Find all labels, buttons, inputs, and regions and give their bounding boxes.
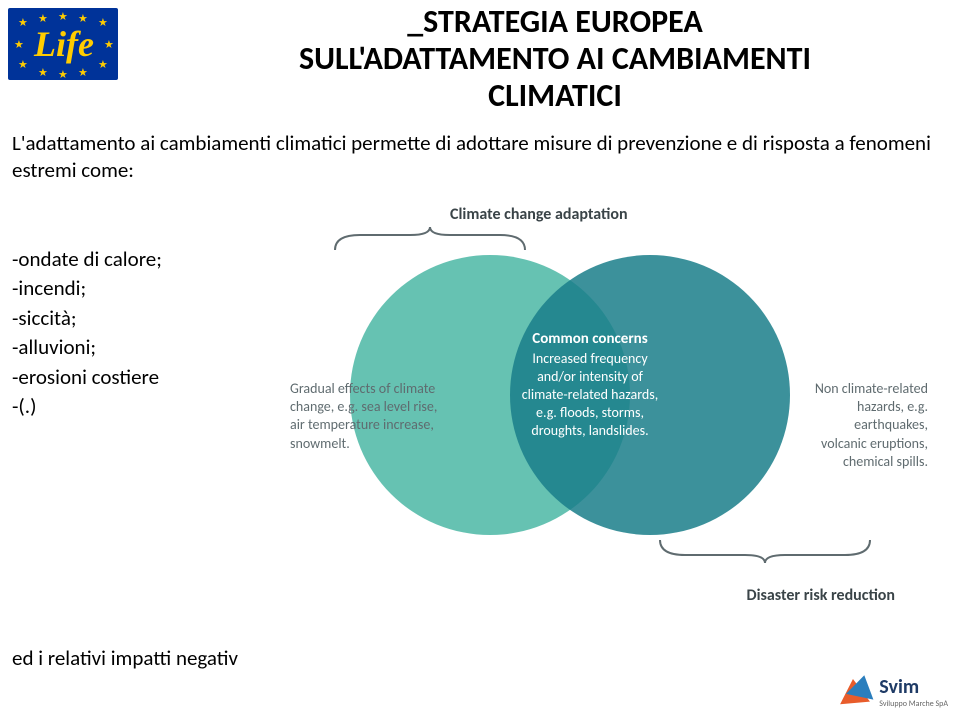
bullet-5: -erosioni costiere [12, 363, 162, 392]
bullet-6: -(.) [12, 392, 162, 421]
bullet-4: -alluvioni; [12, 333, 162, 362]
diagram-left-caption: Gradual effects of climate change, e.g. … [290, 380, 445, 453]
svim-logo: Svim Sviluppo Marche SpA [839, 675, 948, 709]
svim-brand: Svim [879, 675, 948, 699]
diagram-right-caption: Non climate-related hazards, e.g. earthq… [808, 380, 928, 471]
bullet-list: -ondate di calore; -incendi; -siccità; -… [12, 245, 162, 421]
life-logo-text: Life [34, 23, 94, 65]
svim-subtitle: Sviluppo Marche SpA [879, 699, 948, 709]
diagram-top-label: Climate change adaptation [450, 205, 628, 224]
title-line-2: SULL'ADATTAMENTO AI CAMBIAMENTI [170, 41, 940, 78]
bullet-2: -incendi; [12, 274, 162, 303]
body-paragraph: L'adattamento ai cambiamenti climatici p… [12, 130, 940, 185]
venn-center-body: Increased frequency and/or intensity of … [515, 350, 665, 441]
slide-title: _STRATEGIA EUROPEA SULL'ADATTAMENTO AI C… [170, 4, 940, 114]
venn-center-text: Common concerns Increased frequency and/… [515, 330, 665, 440]
title-line-3: CLIMATICI [170, 78, 940, 115]
bullet-1: -ondate di calore; [12, 245, 162, 274]
venn-center-heading: Common concerns [515, 330, 665, 350]
title-line-1: _STRATEGIA EUROPEA [170, 4, 940, 41]
diagram-bottom-label: Disaster risk reduction [747, 586, 896, 605]
svim-mark-icon [839, 675, 875, 709]
footer-text: ed i relativi impatti negativ [12, 645, 238, 671]
bullet-3: -siccità; [12, 304, 162, 333]
bracket-right-icon [655, 535, 875, 565]
life-logo: ★ ★ ★ ★ ★ ★ ★ ★ ★ ★ ★ ★ Life [8, 8, 118, 80]
bracket-left-icon [330, 225, 530, 255]
venn-diagram: Climate change adaptation Common concern… [290, 205, 930, 585]
